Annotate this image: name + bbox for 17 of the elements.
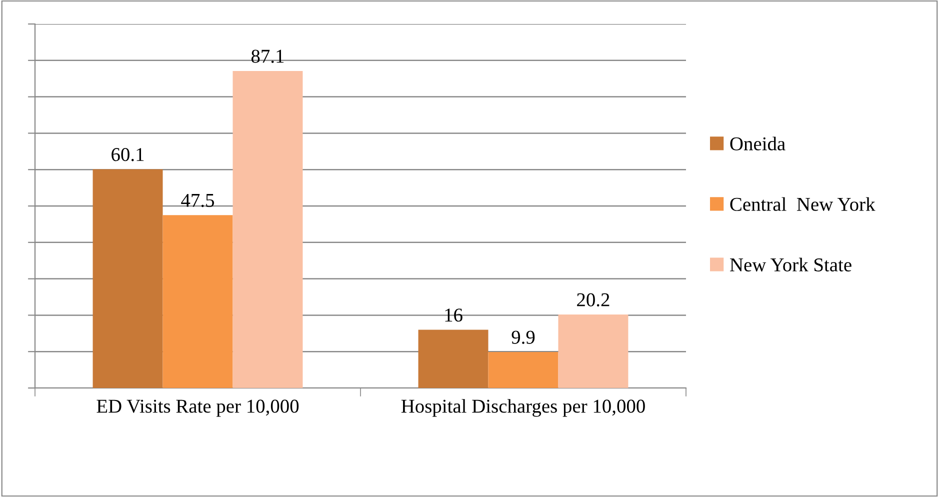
data-label: 16: [445, 308, 462, 322]
bar: [162, 215, 233, 388]
legend-label: Central New York: [730, 197, 876, 211]
x-tick-label: ED Visits Rate per 10,000: [96, 400, 299, 417]
bar: [488, 352, 558, 388]
data-label: 9.9: [512, 330, 535, 344]
bar: [558, 314, 628, 388]
bar: [92, 169, 163, 388]
bar: [418, 330, 488, 388]
data-label: 60.1: [112, 148, 144, 162]
data-label: 87.1: [251, 50, 284, 63]
data-label: 20.2: [577, 293, 610, 306]
legend-label: New York State: [730, 258, 852, 272]
x-tick-label: Hospital Discharges per 10,000: [401, 399, 645, 417]
bar: [232, 70, 303, 388]
legend-label: Oneida: [730, 136, 786, 150]
data-label: 47.5: [181, 194, 214, 208]
